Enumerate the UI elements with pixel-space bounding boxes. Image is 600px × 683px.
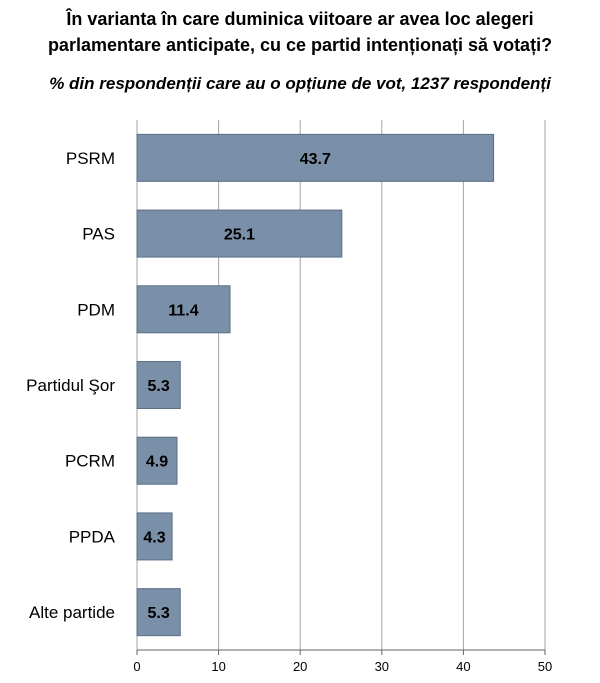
x-axis: 0 10 20 30 40 50 <box>133 649 552 674</box>
bar-7 <box>136 588 181 637</box>
x-tick-label-40: 40 <box>456 659 470 674</box>
category-label-1: PSRM <box>66 149 115 168</box>
bar-5 <box>136 436 178 485</box>
chart-title-line-1: În varianta în care duminica viitoare ar… <box>66 9 534 29</box>
chart-title-line-2: parlamentare anticipate, cu ce partid in… <box>47 35 553 55</box>
labels: PSRM 43.7 PAS 25.1 PDM 11.4 Partidul Şor 5.3 PCR… <box>26 149 331 622</box>
chart-subtitle: % din respondenții care au o opțiune de … <box>49 74 551 93</box>
value-label-7: 5.3 <box>147 605 169 622</box>
category-label-7: Alte partide <box>29 603 115 622</box>
category-label-2: PAS <box>82 225 115 244</box>
x-tick-label-0: 0 <box>133 659 140 674</box>
value-label-5: 4.9 <box>146 454 168 471</box>
bar-3 <box>136 285 231 334</box>
value-label-2: 25.1 <box>224 227 255 244</box>
chart-title: În varianta în care duminica viitoare ar… <box>0 6 600 58</box>
value-label-1: 43.7 <box>300 151 331 168</box>
bar-2 <box>136 209 343 258</box>
value-label-4: 5.3 <box>147 378 169 395</box>
bar-1 <box>136 133 495 182</box>
category-label-6: PPDA <box>69 527 116 546</box>
x-tick-label-20: 20 <box>293 659 307 674</box>
bar-4 <box>136 361 181 409</box>
value-label-6: 4.3 <box>143 529 165 546</box>
bar-6 <box>136 512 173 561</box>
category-label-4: Partidul Şor <box>26 376 115 395</box>
x-tick-label-10: 10 <box>211 659 225 674</box>
category-label-5: PCRM <box>65 452 115 471</box>
bars <box>136 133 495 637</box>
category-label-3: PDM <box>77 300 115 319</box>
x-tick-label-30: 30 <box>375 659 389 674</box>
grid-lines <box>136 120 546 650</box>
x-tick-label-50: 50 <box>538 659 552 674</box>
value-label-3: 11.4 <box>168 302 198 319</box>
